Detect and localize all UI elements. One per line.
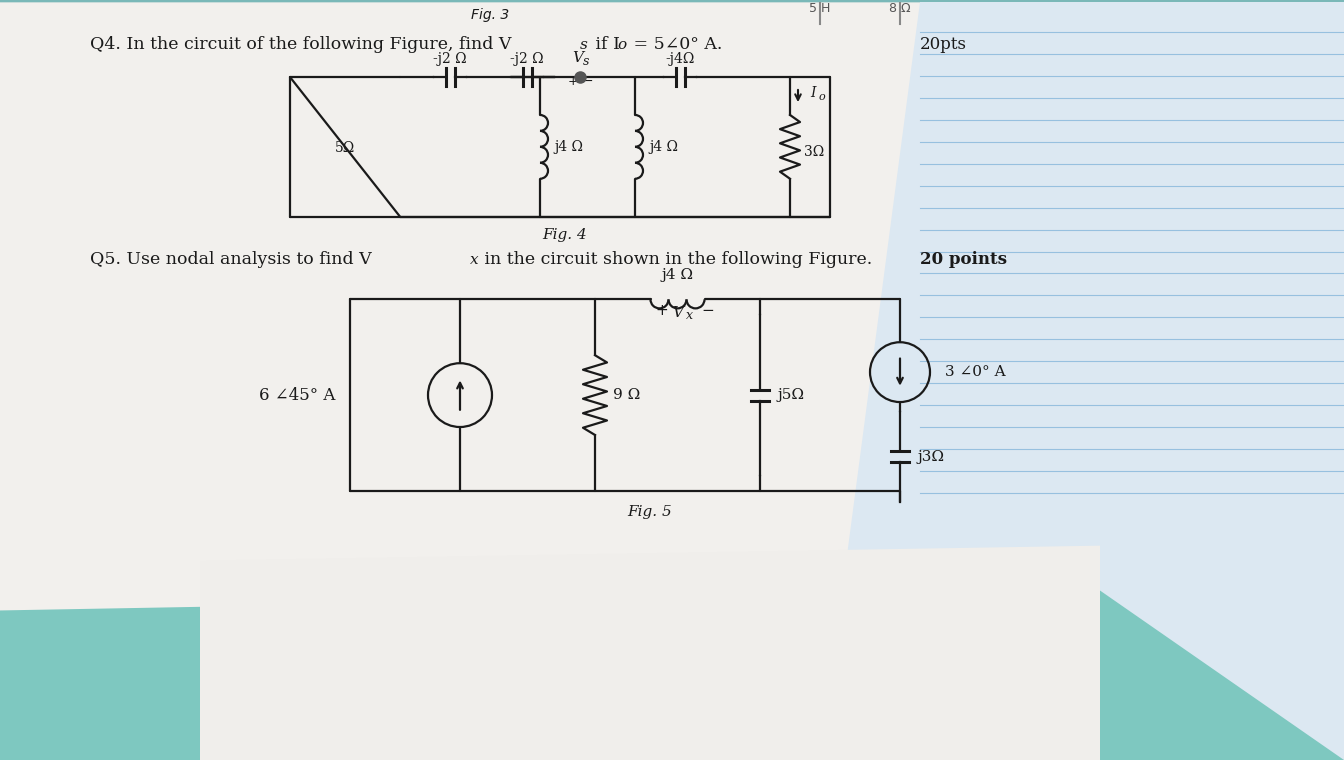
Text: j4 Ω: j4 Ω (554, 140, 583, 154)
Text: Fig. 3: Fig. 3 (470, 8, 509, 22)
Text: x: x (470, 252, 478, 267)
Text: if I: if I (590, 36, 620, 53)
Text: x: x (685, 309, 694, 322)
Polygon shape (0, 591, 1344, 760)
Text: j4 Ω: j4 Ω (649, 140, 677, 154)
Text: −: − (702, 303, 714, 318)
Polygon shape (0, 2, 1000, 720)
Polygon shape (200, 546, 1099, 760)
Text: s: s (583, 55, 589, 68)
Text: 8 Ω: 8 Ω (890, 2, 911, 15)
Text: 3Ω: 3Ω (804, 145, 824, 159)
Text: = 5∠0° A.: = 5∠0° A. (628, 36, 722, 53)
Text: 3 ∠0° A: 3 ∠0° A (945, 365, 1005, 379)
Polygon shape (820, 2, 1344, 760)
Text: 20pts: 20pts (921, 36, 966, 53)
Text: +: + (569, 75, 579, 88)
Text: 5Ω: 5Ω (335, 141, 355, 155)
Text: Fig. 4: Fig. 4 (543, 227, 587, 242)
Text: o: o (818, 92, 825, 102)
Text: j3Ω: j3Ω (918, 450, 945, 464)
Text: in the circuit shown in the following Figure.: in the circuit shown in the following Fi… (478, 251, 872, 268)
Text: V: V (573, 51, 583, 65)
Text: o: o (617, 38, 626, 52)
Text: s: s (581, 38, 587, 52)
Text: -j2 Ω: -j2 Ω (511, 52, 544, 66)
Text: -j4Ω: -j4Ω (665, 52, 695, 66)
Text: Q4. In the circuit of the following Figure, find V: Q4. In the circuit of the following Figu… (90, 36, 511, 53)
Text: −: − (583, 75, 594, 88)
Text: j4 Ω: j4 Ω (661, 268, 694, 283)
Text: j5Ω: j5Ω (778, 388, 805, 402)
Text: V: V (672, 306, 683, 321)
Text: 9 Ω: 9 Ω (613, 388, 640, 402)
Text: Fig. 5: Fig. 5 (628, 505, 672, 519)
Text: 20 points: 20 points (921, 251, 1007, 268)
Text: -j2 Ω: -j2 Ω (433, 52, 466, 66)
Text: Q5. Use nodal analysis to find V: Q5. Use nodal analysis to find V (90, 251, 372, 268)
Text: 6 ∠45° A: 6 ∠45° A (258, 387, 335, 404)
Text: +: + (656, 303, 668, 318)
Text: I: I (810, 86, 816, 100)
Text: 5 H: 5 H (809, 2, 831, 15)
